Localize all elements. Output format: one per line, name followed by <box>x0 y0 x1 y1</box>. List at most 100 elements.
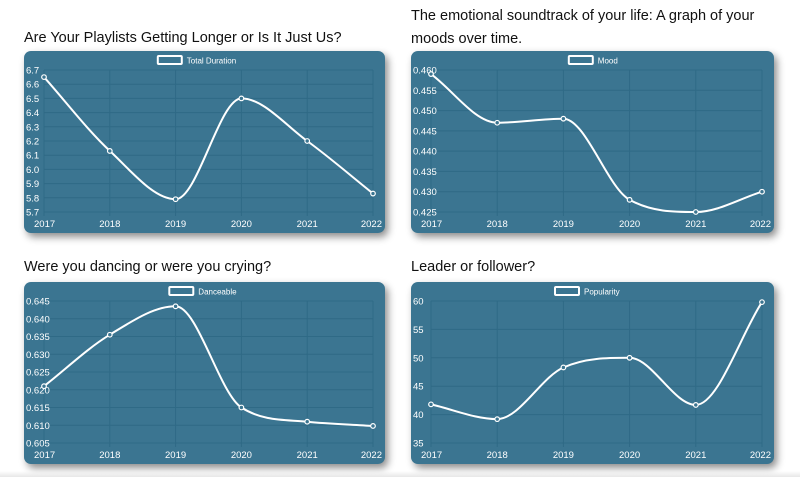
grid-lines <box>430 300 763 447</box>
x-tick-label: 2022 <box>361 219 382 230</box>
page-bottom-fade <box>0 471 800 477</box>
x-tick-label: 2021 <box>685 219 706 230</box>
y-tick-label: 0.625 <box>26 368 50 379</box>
legend-label: Total Duration <box>187 57 236 66</box>
x-tick-label: 2021 <box>297 450 318 461</box>
legend-swatch <box>554 286 580 296</box>
data-point <box>106 148 113 154</box>
x-tick-label: 2018 <box>487 219 508 230</box>
series-line <box>43 76 374 201</box>
x-tick-label: 2019 <box>553 219 574 230</box>
chart-panel-duration: 6.7 6.6 6.5 6.4 6.3 6.2 6.1 6.0 5.9 5.8 5.7 2017 201… <box>24 51 385 233</box>
x-tick-label: 2022 <box>750 450 771 461</box>
data-point <box>494 119 501 126</box>
line-chart-mood: 0.460 0.455 0.450 0.445 0.440 0.435 0.430 0.425… <box>413 55 771 230</box>
data-point <box>370 423 376 429</box>
data-point <box>106 331 113 338</box>
y-tick-label: 6.5 <box>26 94 39 105</box>
data-point <box>172 196 179 203</box>
data-point <box>428 71 434 77</box>
y-tick-label: 6.7 <box>26 66 39 77</box>
x-tick-label: 2020 <box>231 219 252 230</box>
y-tick-label: 6.2 <box>26 137 39 148</box>
chart-panel-mood: 0.460 0.455 0.450 0.445 0.440 0.435 0.430 0.425… <box>411 51 774 233</box>
y-tick-label: 0.455 <box>413 86 437 97</box>
data-point <box>238 95 245 102</box>
data-point <box>560 364 567 371</box>
grid-lines <box>43 300 374 447</box>
chart-panel-popularity: 60 55 50 45 40 35 2017 2018 2019 2020 2021 2022 Popu… <box>411 282 774 464</box>
line-chart-danceable: 0.645 0.640 0.635 0.630 0.625 0.620 0.615 0.610… <box>26 286 382 461</box>
x-tick-label: 2018 <box>487 450 508 461</box>
series-line <box>430 301 763 421</box>
chart-heading-popularity: Leader or follower? <box>411 259 536 275</box>
y-tick-label: 0.460 <box>413 66 437 77</box>
x-tick-label: 2019 <box>165 450 186 461</box>
x-tick-label: 2017 <box>421 219 442 230</box>
y-tick-label: 0.430 <box>413 187 437 198</box>
y-tick-label: 0.645 <box>26 297 50 308</box>
y-tick-label: 6.6 <box>26 80 39 91</box>
chart-heading-mood: The emotional soundtrack of your life: A… <box>411 8 755 47</box>
data-point <box>304 138 311 144</box>
data-point <box>560 115 567 122</box>
y-tick-label: 40 <box>413 410 424 421</box>
legend-swatch <box>156 55 183 65</box>
y-tick-label: 45 <box>413 382 424 393</box>
legend-swatch <box>567 55 594 65</box>
chart-heading-danceable: Were you dancing or were you crying? <box>24 259 272 275</box>
legend-label: Mood <box>598 57 618 66</box>
x-tick-label: 2022 <box>750 219 771 230</box>
chart-heading-duration: Are Your Playlists Getting Longer or Is … <box>24 30 342 46</box>
x-tick-label: 2021 <box>297 219 318 230</box>
series-line <box>43 305 374 427</box>
y-tick-label: 0.615 <box>26 403 50 414</box>
y-tick-label: 0.605 <box>26 439 50 450</box>
x-tick-label: 2021 <box>685 450 706 461</box>
y-tick-label: 0.440 <box>413 147 437 158</box>
data-point <box>626 196 633 203</box>
data-point <box>759 188 765 195</box>
y-tick-label: 55 <box>413 325 424 336</box>
y-tick-label: 0.450 <box>413 106 437 117</box>
x-tick-label: 2020 <box>231 450 252 461</box>
y-tick-label: 5.7 <box>26 208 39 219</box>
y-tick-label: 6.0 <box>26 165 39 176</box>
x-tick-label: 2019 <box>165 219 186 230</box>
y-tick-label: 6.3 <box>26 122 39 133</box>
y-tick-label: 60 <box>413 297 424 308</box>
grid-lines <box>43 69 374 216</box>
x-tick-label: 2020 <box>619 219 640 230</box>
data-point <box>41 74 47 81</box>
y-tick-label: 0.425 <box>413 208 437 219</box>
data-point <box>304 418 311 425</box>
data-point <box>626 354 633 361</box>
data-point <box>172 303 179 310</box>
y-tick-label: 0.620 <box>26 385 50 396</box>
y-tick-label: 35 <box>413 439 424 450</box>
x-tick-label: 2022 <box>361 450 382 461</box>
data-point <box>759 299 765 306</box>
chart-panel-danceable: 0.645 0.640 0.635 0.630 0.625 0.620 0.615 0.610… <box>24 282 385 464</box>
y-tick-label: 0.445 <box>413 126 437 137</box>
x-tick-label: 2017 <box>34 219 55 230</box>
grid-lines <box>430 69 763 216</box>
x-tick-label: 2020 <box>619 450 640 461</box>
data-point <box>41 383 47 390</box>
y-tick-label: 0.640 <box>26 314 50 325</box>
y-tick-label: 0.610 <box>26 421 50 432</box>
legend-label: Popularity <box>584 288 620 297</box>
y-tick-label: 0.635 <box>26 332 50 343</box>
legend-swatch <box>168 286 195 296</box>
legend-label: Danceable <box>198 288 237 297</box>
y-tick-label: 6.1 <box>26 151 39 162</box>
x-tick-label: 2019 <box>553 450 574 461</box>
data-point <box>238 404 245 411</box>
y-tick-label: 5.8 <box>26 193 39 204</box>
data-point <box>370 190 376 197</box>
data-point <box>494 416 501 423</box>
x-tick-label: 2018 <box>99 450 120 461</box>
y-tick-label: 0.435 <box>413 167 437 178</box>
